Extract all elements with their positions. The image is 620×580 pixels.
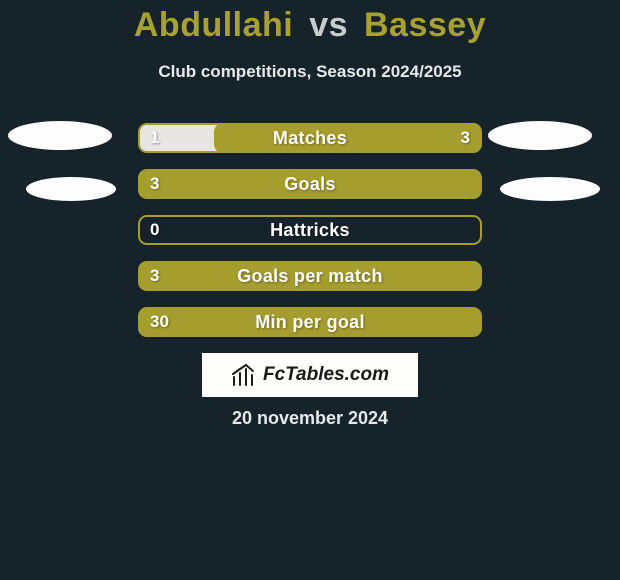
stat-bar-goals-per-match: Goals per match3 <box>138 261 482 291</box>
player-badge-2 <box>26 177 116 201</box>
player-b-name: Bassey <box>364 6 486 44</box>
stat-bar-left-value: 1 <box>150 123 159 153</box>
date-line: 20 november 2024 <box>0 408 620 429</box>
stat-bar-matches: Matches1 3 <box>138 123 482 153</box>
stat-bar-right-value: 3 <box>461 123 470 153</box>
stat-bar-goals: Goals3 <box>138 169 482 199</box>
stat-bar-label: Min per goal <box>138 307 482 337</box>
stat-bar-left-value: 0 <box>150 215 159 245</box>
player-badge-3 <box>500 177 600 201</box>
fctables-logo-icon <box>231 363 259 387</box>
player-badge-1 <box>488 121 592 150</box>
player-badge-0 <box>8 121 112 150</box>
subtitle: Club competitions, Season 2024/2025 <box>0 62 620 82</box>
stat-bar-label: Goals <box>138 169 482 199</box>
comparison-canvas: Abdullahi vs Bassey Club competitions, S… <box>0 0 620 580</box>
stat-bar-left-value: 3 <box>150 169 159 199</box>
brand-text: FcTables.com <box>263 364 389 386</box>
stat-bar-label: Hattricks <box>138 215 482 245</box>
player-a-name: Abdullahi <box>134 6 293 44</box>
stat-bar-label: Matches <box>138 123 482 153</box>
stat-bar-left-value: 30 <box>150 307 169 337</box>
stat-bar-hattricks: Hattricks0 <box>138 215 482 245</box>
stat-bar-min-per-goal: Min per goal30 <box>138 307 482 337</box>
vs-separator: vs <box>309 6 348 44</box>
brand-badge: FcTables.com <box>202 353 418 397</box>
stat-bar-left-value: 3 <box>150 261 159 291</box>
stat-bar-label: Goals per match <box>138 261 482 291</box>
page-title: Abdullahi vs Bassey <box>0 6 620 45</box>
